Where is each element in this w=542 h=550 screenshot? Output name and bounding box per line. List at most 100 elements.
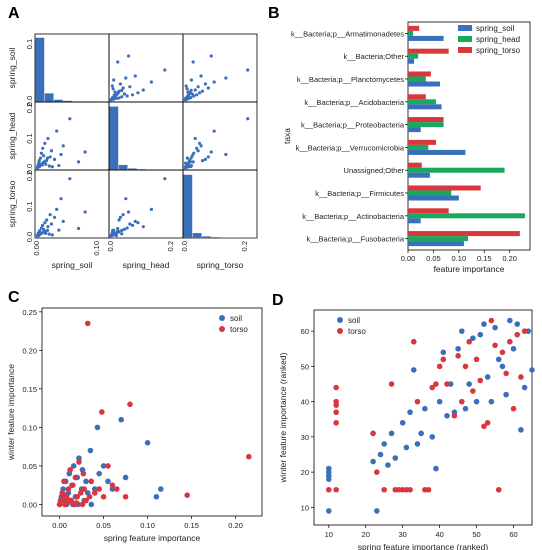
hist-bar xyxy=(229,237,239,238)
point-soil xyxy=(118,416,124,423)
bar-soil xyxy=(408,218,421,224)
scatter-point xyxy=(112,78,116,82)
point-torso xyxy=(72,474,79,481)
point-torso xyxy=(481,423,487,430)
y-tick-label: 10 xyxy=(301,503,309,512)
bar-soil xyxy=(408,35,444,41)
scatter-point xyxy=(128,222,132,226)
scatter-point xyxy=(209,54,213,58)
scatter-point xyxy=(185,156,189,160)
point-torso xyxy=(503,370,509,377)
scatter-point xyxy=(199,144,203,148)
scatter-point xyxy=(50,165,54,169)
hist-bar xyxy=(202,236,211,238)
x-axis-label: feature importance xyxy=(434,264,505,274)
point-torso xyxy=(507,338,513,345)
scatter-point xyxy=(189,78,194,82)
x-tick-label: 0.00 xyxy=(401,254,416,263)
point-soil xyxy=(440,349,447,356)
point-torso xyxy=(514,331,521,338)
point-soil xyxy=(484,374,491,380)
point-torso xyxy=(484,419,491,426)
scatter-point xyxy=(124,76,128,80)
bar-head xyxy=(408,30,414,36)
point-soil xyxy=(385,462,391,468)
scatter-point xyxy=(212,129,216,133)
scatter-point xyxy=(57,228,61,232)
x-tick-label: 0.05 xyxy=(426,254,441,263)
scatter-point xyxy=(76,226,81,231)
scatter-point xyxy=(118,82,123,86)
point-soil xyxy=(158,486,164,492)
legend-marker-torso xyxy=(337,328,343,334)
panel-letter-b: B xyxy=(268,5,280,22)
scatter-point xyxy=(47,232,51,236)
point-torso xyxy=(444,381,450,387)
scatter-point xyxy=(200,89,205,93)
point-soil xyxy=(466,381,472,387)
scatter-point xyxy=(113,90,117,94)
bar-head xyxy=(408,76,426,82)
y-tick-label: 40 xyxy=(301,398,309,407)
category-label: k__Bacteria;p__Armatimonadetes xyxy=(291,29,404,38)
row-label-spring_soil: spring_soil xyxy=(7,48,17,89)
point-torso xyxy=(86,493,93,500)
x-tick-label: 0.00 xyxy=(32,241,41,256)
point-torso xyxy=(381,486,388,493)
bar-soil xyxy=(408,104,442,110)
scatter-point xyxy=(49,222,54,226)
legend-swatch-torso xyxy=(458,47,472,53)
scatter-point xyxy=(57,163,61,168)
point-soil xyxy=(455,345,461,352)
y-tick-label: 0.10 xyxy=(22,423,37,432)
scatter-point xyxy=(120,95,124,99)
scatter-point xyxy=(45,228,50,232)
panel-b-bar-chart: k__Bacteria;p__Armatimonadetes k__Bacteri… xyxy=(282,21,531,274)
point-torso xyxy=(455,353,461,359)
x-tick-label: 0.10 xyxy=(140,521,155,530)
point-soil xyxy=(96,470,102,477)
point-soil xyxy=(518,427,524,433)
scatter-point xyxy=(41,146,45,150)
point-torso xyxy=(451,412,458,419)
y-tick-label: 0.1 xyxy=(25,133,34,143)
point-torso xyxy=(325,486,332,493)
point-torso xyxy=(433,381,439,387)
scatter-point xyxy=(55,207,59,211)
scatter-point xyxy=(192,151,196,155)
point-torso xyxy=(333,402,339,408)
point-torso xyxy=(77,490,84,496)
scatter-point xyxy=(188,159,192,163)
scatter-point xyxy=(200,159,205,163)
panel-letter-a: A xyxy=(8,5,20,22)
point-soil xyxy=(381,441,388,447)
scatter-point xyxy=(48,213,52,217)
scatter-point xyxy=(116,90,121,94)
row-label-spring_torso: spring_torso xyxy=(7,180,17,227)
point-torso xyxy=(333,409,339,416)
point-soil xyxy=(529,367,535,373)
scatter-point xyxy=(163,177,167,181)
point-torso xyxy=(414,398,421,405)
point-torso xyxy=(407,486,413,493)
scatter-point xyxy=(189,88,193,92)
scatter-point xyxy=(45,218,49,222)
point-torso xyxy=(333,486,339,493)
point-soil xyxy=(407,409,413,416)
scatter-point xyxy=(116,226,120,231)
point-torso xyxy=(462,363,469,370)
scatter-point xyxy=(246,68,250,72)
scatter-point xyxy=(116,229,121,234)
point-soil xyxy=(503,391,509,398)
category-label: Unassigned;Other xyxy=(344,166,405,175)
category-label: k__Bacteria;p__Planctomycetes xyxy=(297,75,404,84)
x-tick-label: 0.20 xyxy=(502,254,517,263)
y-tick-label: 0.1 xyxy=(25,201,34,211)
y-tick-label: 0.15 xyxy=(22,385,37,394)
point-torso xyxy=(370,430,376,437)
scatter-point xyxy=(43,159,47,163)
point-torso xyxy=(84,320,91,327)
point-soil xyxy=(429,434,436,440)
scatter-point xyxy=(38,156,43,160)
point-torso xyxy=(100,493,107,500)
